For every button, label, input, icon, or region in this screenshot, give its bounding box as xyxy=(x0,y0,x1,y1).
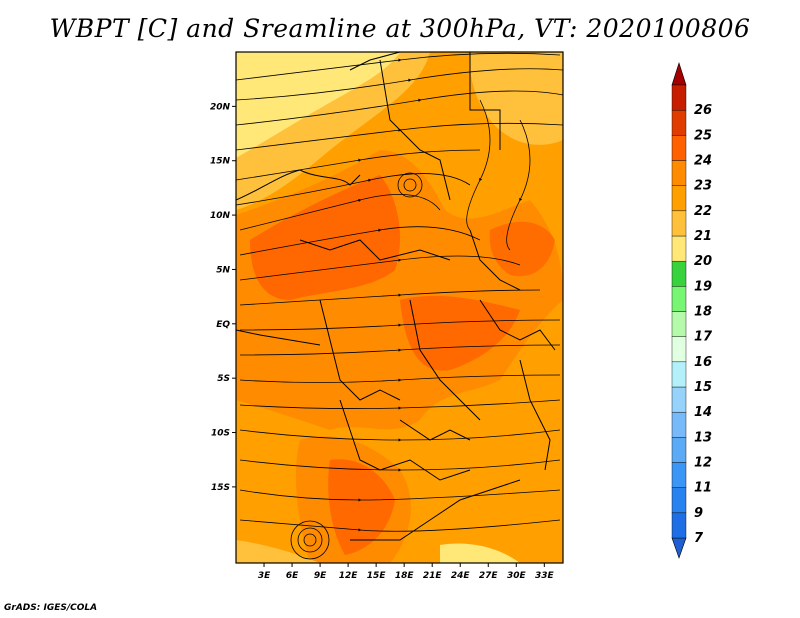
colorbar-label: 26 xyxy=(694,103,712,118)
lon-tick-label: 21E xyxy=(423,571,443,581)
lat-tick-label: 15S xyxy=(211,483,230,493)
colorbar-swatch xyxy=(671,109,687,136)
lon-tick-label: 18E xyxy=(395,571,415,581)
colorbar-swatch xyxy=(671,487,687,514)
colorbar-label: 13 xyxy=(694,430,712,445)
lat-tick-label: 5S xyxy=(217,374,230,384)
colorbar-swatch xyxy=(671,336,687,363)
colorbar-label: 7 xyxy=(694,531,704,546)
colorbar-label: 21 xyxy=(694,229,712,244)
colorbar-swatch xyxy=(671,361,687,388)
colorbar-swatch xyxy=(671,210,687,237)
colorbar-label: 23 xyxy=(694,179,712,194)
colorbar-label: 11 xyxy=(694,481,712,496)
lon-tick-label: 12E xyxy=(339,571,359,581)
colorbar-swatch xyxy=(671,437,687,463)
colorbar-label: 16 xyxy=(694,355,712,370)
colorbar-label: 15 xyxy=(694,380,712,395)
colorbar-swatch xyxy=(671,84,687,111)
lon-tick-label: 15E xyxy=(367,571,387,581)
lon-tick-label: 24E xyxy=(451,571,471,581)
lon-tick-label: 3E xyxy=(258,571,271,581)
colorbar-swatch xyxy=(671,235,687,262)
lat-tick-label: 10N xyxy=(210,211,231,221)
lon-tick-label: 33E xyxy=(535,571,555,581)
lat-tick-label: 5N xyxy=(216,265,230,275)
colorbar-label: 20 xyxy=(694,254,712,269)
lat-tick-label: 20N xyxy=(210,102,231,112)
colorbar-label: 25 xyxy=(694,128,712,143)
longitude-axis: 3E 6E 9E 12E 15E 18E 21E 24E 27E 30E 33E xyxy=(258,563,555,581)
colorbar-swatch xyxy=(671,286,687,312)
lat-tick-label: 15N xyxy=(210,157,231,167)
colorbar-swatch xyxy=(671,260,687,287)
colorbar-label: 22 xyxy=(694,204,712,219)
lat-tick-label: 10S xyxy=(211,429,230,439)
colorbar-swatch xyxy=(671,311,687,337)
lon-tick-label: 30E xyxy=(507,571,527,581)
credit-text: GrADS: IGES/COLA xyxy=(4,603,98,613)
colorbar-label: 24 xyxy=(694,154,712,169)
lon-tick-label: 27E xyxy=(479,571,499,581)
colorbar-label: 12 xyxy=(694,456,712,471)
colorbar-swatch xyxy=(671,160,687,186)
colorbar-swatch xyxy=(671,462,687,488)
latitude-axis: 20N 15N 10N 5N EQ 5S 10S 15S xyxy=(210,102,236,493)
colorbar-swatch xyxy=(671,135,687,161)
colorbar-low-arrow xyxy=(671,537,687,559)
colorbar: 7 9 11 12 13 14 15 16 17 18 19 20 21 22 23 24 25 26 xyxy=(671,62,713,559)
colorbar-label: 14 xyxy=(694,405,712,420)
map-title: WBPT [C] and Sreamline at 300hPa, VT: 20… xyxy=(49,14,751,43)
lon-tick-label: 9E xyxy=(314,571,327,581)
colorbar-high-arrow xyxy=(671,62,687,86)
lon-tick-label: 6E xyxy=(286,571,299,581)
map-frame xyxy=(235,51,564,564)
map-plot-area xyxy=(236,52,563,563)
colorbar-swatch xyxy=(671,512,687,539)
lat-tick-label: EQ xyxy=(216,320,230,330)
colorbar-swatch xyxy=(671,386,687,413)
colorbar-label: 18 xyxy=(694,305,712,320)
colorbar-swatch xyxy=(671,411,687,438)
colorbar-label: 19 xyxy=(694,279,712,294)
colorbar-label: 9 xyxy=(694,506,703,521)
colorbar-swatch xyxy=(671,185,687,212)
colorbar-label: 17 xyxy=(694,330,713,345)
